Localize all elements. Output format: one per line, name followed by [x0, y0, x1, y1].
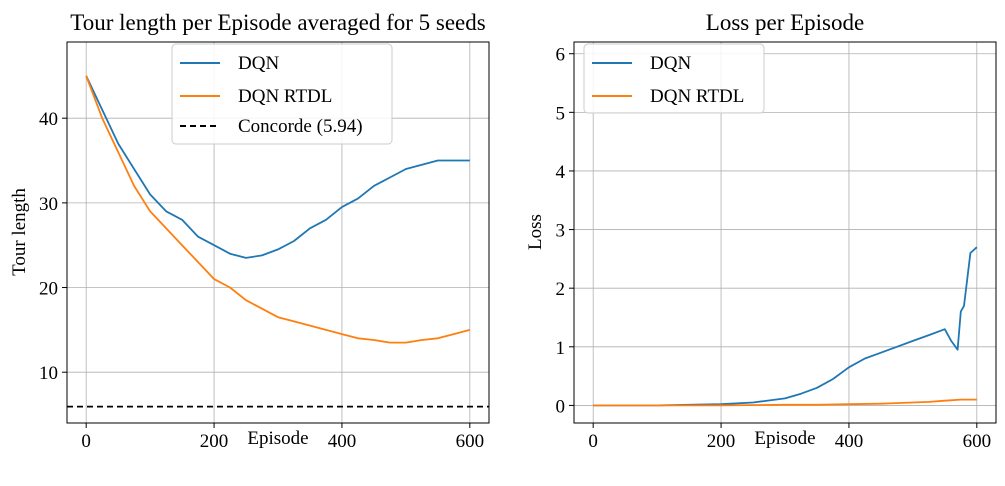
legend: DQN DQN RTDL [583, 43, 765, 114]
series-line-dqn-rtdl [85, 75, 471, 344]
x-tick-label: 0 [81, 431, 91, 452]
x-tick-label: 600 [456, 431, 485, 452]
x-axis-label: Episode [754, 428, 815, 449]
chart-title: Loss per Episode [706, 10, 864, 35]
y-tick-label: 6 [556, 45, 566, 66]
y-axis-label: Tour length [9, 188, 30, 276]
series-line-dqn [85, 75, 470, 259]
legend-label-dqn: DQN [238, 53, 279, 74]
x-tick-label: 400 [328, 431, 357, 452]
y-tick-label: 3 [556, 221, 566, 242]
y-axis-label: Loss [525, 214, 546, 250]
y-tick-label: 40 [39, 109, 58, 130]
x-tick-label: 200 [707, 431, 736, 452]
legend-label-dqn: DQN [650, 53, 691, 74]
y-tick-label: 0 [556, 396, 566, 417]
legend-label-concorde: Concorde (5.94) [238, 116, 363, 137]
y-tick-label: 1 [556, 338, 566, 359]
legend-box [171, 43, 393, 145]
chart-title: Tour length per Episode averaged for 5 s… [70, 10, 485, 35]
x-axis-label: Episode [247, 428, 308, 449]
x-tick-label: 400 [835, 431, 864, 452]
plot-frame [573, 41, 997, 424]
y-tick-label: 20 [39, 279, 58, 300]
series-line-dqn-rtdl [593, 398, 977, 407]
tour-length-chart: Tour length per Episode averaged for 5 s… [9, 10, 490, 452]
y-tick-label: 30 [39, 194, 58, 215]
y-tick-label: 4 [556, 162, 566, 183]
legend-label-dqn-rtdl: DQN RTDL [650, 86, 744, 107]
x-tick-label: 200 [200, 431, 229, 452]
y-tick-label: 5 [556, 103, 566, 124]
x-tick-label: 600 [963, 431, 992, 452]
axis-ticks: 0 200 400 600 10 20 30 40 [39, 109, 484, 452]
legend: DQN DQN RTDL Concorde (5.94) [171, 43, 393, 145]
loss-chart: Loss per Episode 0 200 400 600 0 1 2 3 4 5 6 Episo… [525, 10, 997, 452]
y-tick-label: 2 [556, 279, 566, 300]
legend-label-dqn-rtdl: DQN RTDL [238, 86, 332, 107]
series-lines [67, 75, 489, 408]
x-tick-label: 0 [588, 431, 598, 452]
plot-frame [66, 41, 490, 424]
axis-ticks: 0 200 400 600 0 1 2 3 4 5 6 [556, 45, 992, 452]
series-lines [593, 246, 978, 407]
series-line-dqn [593, 246, 978, 407]
y-tick-label: 10 [39, 363, 58, 384]
